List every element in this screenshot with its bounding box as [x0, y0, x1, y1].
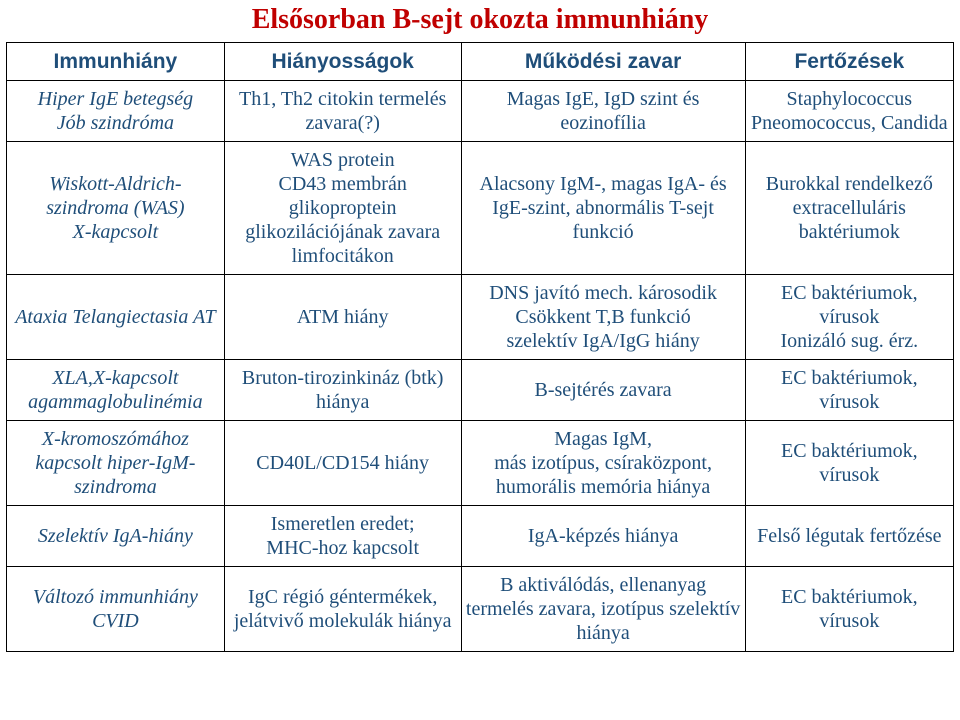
cell: WAS proteinCD43 membrán glikoproptein gl… — [224, 142, 461, 275]
table-row: Változó immunhiány CVIDIgC régió génterm… — [7, 567, 954, 652]
cell: Magas IgE, IgD szint és eozinofília — [461, 81, 745, 142]
cell: EC baktériumok, vírusok — [745, 567, 953, 652]
col-header-hianyossagok: Hiányosságok — [224, 43, 461, 81]
table-header-row: Immunhiány Hiányosságok Működési zavar F… — [7, 43, 954, 81]
cell: EC baktériumok, vírusokIonizáló sug. érz… — [745, 275, 953, 360]
cell: ATM hiány — [224, 275, 461, 360]
cell: Ismeretlen eredet;MHC-hoz kapcsolt — [224, 506, 461, 567]
cell: Th1, Th2 citokin termelés zavara(?) — [224, 81, 461, 142]
cell: IgC régió géntermékek, jelátvivő molekul… — [224, 567, 461, 652]
cell: Staphylococcus Pneomococcus, Candida — [745, 81, 953, 142]
cell: Hiper IgE betegségJób szindróma — [7, 81, 225, 142]
table-row: Wiskott-Aldrich-szindroma (WAS)X-kapcsol… — [7, 142, 954, 275]
cell: Wiskott-Aldrich-szindroma (WAS)X-kapcsol… — [7, 142, 225, 275]
cell: EC baktériumok, vírusok — [745, 360, 953, 421]
cell: DNS javító mech. károsodikCsökkent T,B f… — [461, 275, 745, 360]
col-header-immunhiany: Immunhiány — [7, 43, 225, 81]
cell: Alacsony IgM-, magas IgA- és IgE-szint, … — [461, 142, 745, 275]
col-header-fertozesek: Fertőzések — [745, 43, 953, 81]
table-row: Ataxia Telangiectasia ATATM hiányDNS jav… — [7, 275, 954, 360]
table-row: X-kromoszómához kapcsolt hiper-IgM-szind… — [7, 421, 954, 506]
immuno-table: Immunhiány Hiányosságok Működési zavar F… — [6, 42, 954, 652]
table-row: Szelektív IgA-hiányIsmeretlen eredet;MHC… — [7, 506, 954, 567]
cell: B-sejtérés zavara — [461, 360, 745, 421]
page-title: Elsősorban B-sejt okozta immunhiány — [6, 4, 954, 36]
cell: IgA-képzés hiánya — [461, 506, 745, 567]
cell: Magas IgM,más izotípus, csíraközpont, hu… — [461, 421, 745, 506]
col-header-mukodesi: Működési zavar — [461, 43, 745, 81]
table-row: Hiper IgE betegségJób szindrómaTh1, Th2 … — [7, 81, 954, 142]
cell: B aktiválódás, ellenanyag termelés zavar… — [461, 567, 745, 652]
cell: XLA,X-kapcsolt agammaglobulinémia — [7, 360, 225, 421]
cell: Bruton-tirozinkináz (btk) hiánya — [224, 360, 461, 421]
cell: EC baktériumok, vírusok — [745, 421, 953, 506]
cell: CD40L/CD154 hiány — [224, 421, 461, 506]
cell: Felső légutak fertőzése — [745, 506, 953, 567]
cell: X-kromoszómához kapcsolt hiper-IgM-szind… — [7, 421, 225, 506]
cell: Változó immunhiány CVID — [7, 567, 225, 652]
cell: Szelektív IgA-hiány — [7, 506, 225, 567]
cell: Burokkal rendelkező extracelluláris bakt… — [745, 142, 953, 275]
cell: Ataxia Telangiectasia AT — [7, 275, 225, 360]
table-row: XLA,X-kapcsolt agammaglobulinémiaBruton-… — [7, 360, 954, 421]
